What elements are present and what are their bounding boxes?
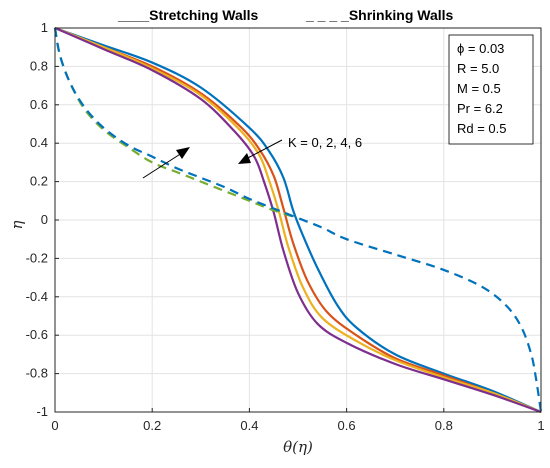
parameter-item: Pr = 6.2	[457, 101, 503, 116]
y-tick-label: -0.8	[26, 366, 48, 381]
parameter-item: ϕ = 0.03	[457, 41, 504, 56]
y-tick-label: -0.6	[26, 327, 48, 342]
decrease-arrow-head	[238, 153, 251, 164]
y-tick-label: -1	[36, 404, 48, 419]
series-line-2-solid	[54, 26, 542, 414]
series-line-0-solid	[54, 26, 542, 414]
series-line-4-dashed	[53, 27, 299, 220]
series-line-1-solid	[54, 26, 542, 414]
y-tick-label: -0.2	[26, 250, 48, 265]
series-group	[53, 26, 543, 414]
increase-arrow-line	[142, 150, 186, 179]
decrease-arrow	[238, 139, 283, 164]
y-tick-label: 0.2	[30, 174, 48, 189]
series-line-3-solid	[54, 26, 542, 414]
parameter-item: Rd = 0.5	[457, 121, 507, 136]
y-tick-label: 0	[41, 212, 48, 227]
ticks: 0 0.2 0.4 0.6 0.8 1 -1 -0.8 -0.6 -0.4 -0.2 0 0.2 0.4 0…	[26, 20, 545, 433]
series-line-5-dashed	[53, 27, 543, 413]
increase-arrow-head	[176, 147, 190, 159]
y-axis-label: η	[8, 221, 26, 230]
legend-shrinking: _ _ _ _Shrinking Walls	[305, 7, 454, 23]
parameter-list: ϕ = 0.03 R = 5.0 M = 0.5 Pr = 6.2 Rd = 0.5	[457, 41, 507, 136]
y-tick-label: 1	[41, 20, 48, 35]
legend-stretching: ____Stretching Walls	[117, 7, 259, 23]
parameter-item: R = 5.0	[457, 61, 499, 76]
parameter-item: M = 0.5	[457, 81, 501, 96]
y-tick-label: 0.6	[30, 97, 48, 112]
decrease-arrow-line	[243, 139, 283, 161]
y-tick-label: -0.4	[26, 289, 48, 304]
x-tick-label: 0.4	[240, 418, 258, 433]
x-tick-label: 0.6	[338, 418, 356, 433]
x-tick-label: 1	[537, 418, 544, 433]
x-tick-label: 0.2	[143, 418, 161, 433]
x-axis-label: θ(η)	[283, 438, 313, 456]
increase-arrow	[142, 147, 190, 179]
y-tick-label: 0.8	[30, 58, 48, 73]
k-annotation: K = 0, 2, 4, 6	[288, 135, 362, 150]
y-tick-label: 0.4	[30, 135, 48, 150]
x-tick-label: 0	[51, 418, 58, 433]
x-tick-label: 0.8	[435, 418, 453, 433]
parameter-box	[448, 34, 534, 145]
